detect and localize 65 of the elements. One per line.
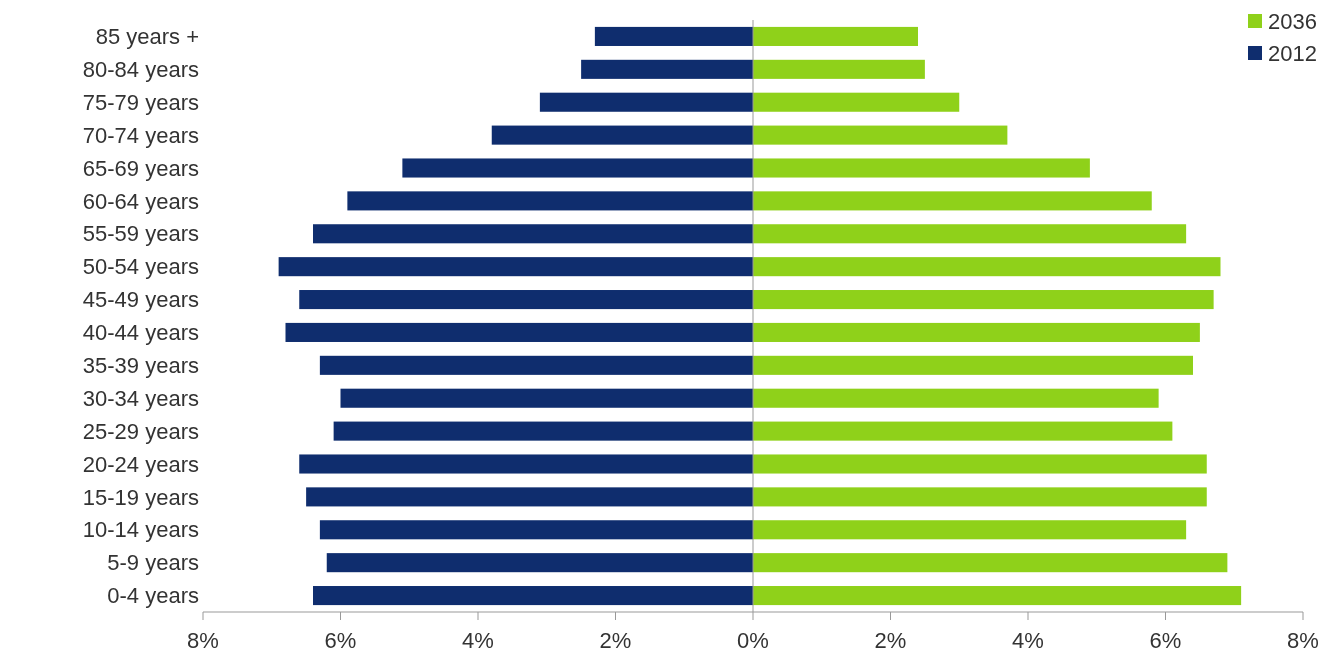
- bar: [753, 355, 1193, 375]
- y-tick-label: 50-54 years: [82, 254, 199, 280]
- y-tick-label: 0-4 years: [107, 583, 199, 609]
- bar: [285, 322, 753, 342]
- x-tick-label: 8%: [1287, 628, 1319, 653]
- bar: [753, 125, 1008, 145]
- y-tick-label: 75-79 years: [82, 89, 199, 115]
- bar: [753, 59, 925, 79]
- bar: [491, 125, 753, 145]
- legend-label: 2012: [1268, 40, 1317, 66]
- bar: [539, 92, 753, 112]
- y-tick-label: 20-24 years: [82, 451, 199, 477]
- x-tick-label: 2%: [599, 628, 632, 653]
- x-tick-label: 4%: [1012, 628, 1044, 653]
- bar: [753, 586, 1242, 606]
- bar: [299, 454, 753, 474]
- x-tick-label: 6%: [324, 628, 357, 653]
- x-tick-label: 2%: [874, 628, 907, 653]
- bar: [753, 158, 1090, 178]
- bar: [753, 224, 1187, 244]
- bar: [581, 59, 753, 79]
- legend-label: 2036: [1268, 8, 1317, 34]
- y-tick-label: 55-59 years: [82, 221, 199, 247]
- y-tick-label: 30-34 years: [82, 385, 199, 411]
- y-tick-label: 65-69 years: [82, 155, 199, 181]
- bar: [753, 191, 1152, 211]
- bar: [313, 224, 753, 244]
- bar: [306, 487, 753, 507]
- bar: [340, 388, 753, 408]
- bar: [753, 520, 1187, 540]
- y-tick-label: 85 years +: [95, 24, 199, 50]
- y-tick-label: 80-84 years: [82, 57, 199, 83]
- bar: [333, 421, 753, 441]
- x-tick-label: 0%: [737, 628, 769, 653]
- bar: [753, 257, 1221, 277]
- bar: [594, 26, 753, 46]
- bar: [313, 586, 753, 606]
- y-tick-label: 40-44 years: [82, 320, 199, 346]
- bar: [753, 487, 1207, 507]
- x-tick-label: 4%: [462, 628, 494, 653]
- y-tick-label: 70-74 years: [82, 122, 199, 148]
- bar: [753, 290, 1214, 310]
- bar: [347, 191, 753, 211]
- bar: [319, 520, 753, 540]
- bar: [753, 322, 1200, 342]
- y-tick-label: 60-64 years: [82, 188, 199, 214]
- bar: [402, 158, 753, 178]
- bar: [326, 553, 753, 573]
- bar: [753, 454, 1207, 474]
- bar: [753, 421, 1173, 441]
- y-tick-label: 10-14 years: [82, 517, 199, 543]
- bar: [319, 355, 753, 375]
- y-tick-label: 15-19 years: [82, 484, 199, 510]
- y-tick-label: 5-9 years: [107, 550, 199, 576]
- y-tick-label: 25-29 years: [82, 418, 199, 444]
- x-tick-label: 8%: [187, 628, 219, 653]
- bar: [753, 92, 960, 112]
- bar: [753, 553, 1228, 573]
- y-tick-label: 35-39 years: [82, 353, 199, 379]
- x-tick-label: 6%: [1149, 628, 1182, 653]
- y-tick-label: 45-49 years: [82, 287, 199, 313]
- bar: [299, 290, 753, 310]
- bar: [278, 257, 753, 277]
- bar: [753, 388, 1159, 408]
- bar: [753, 26, 918, 46]
